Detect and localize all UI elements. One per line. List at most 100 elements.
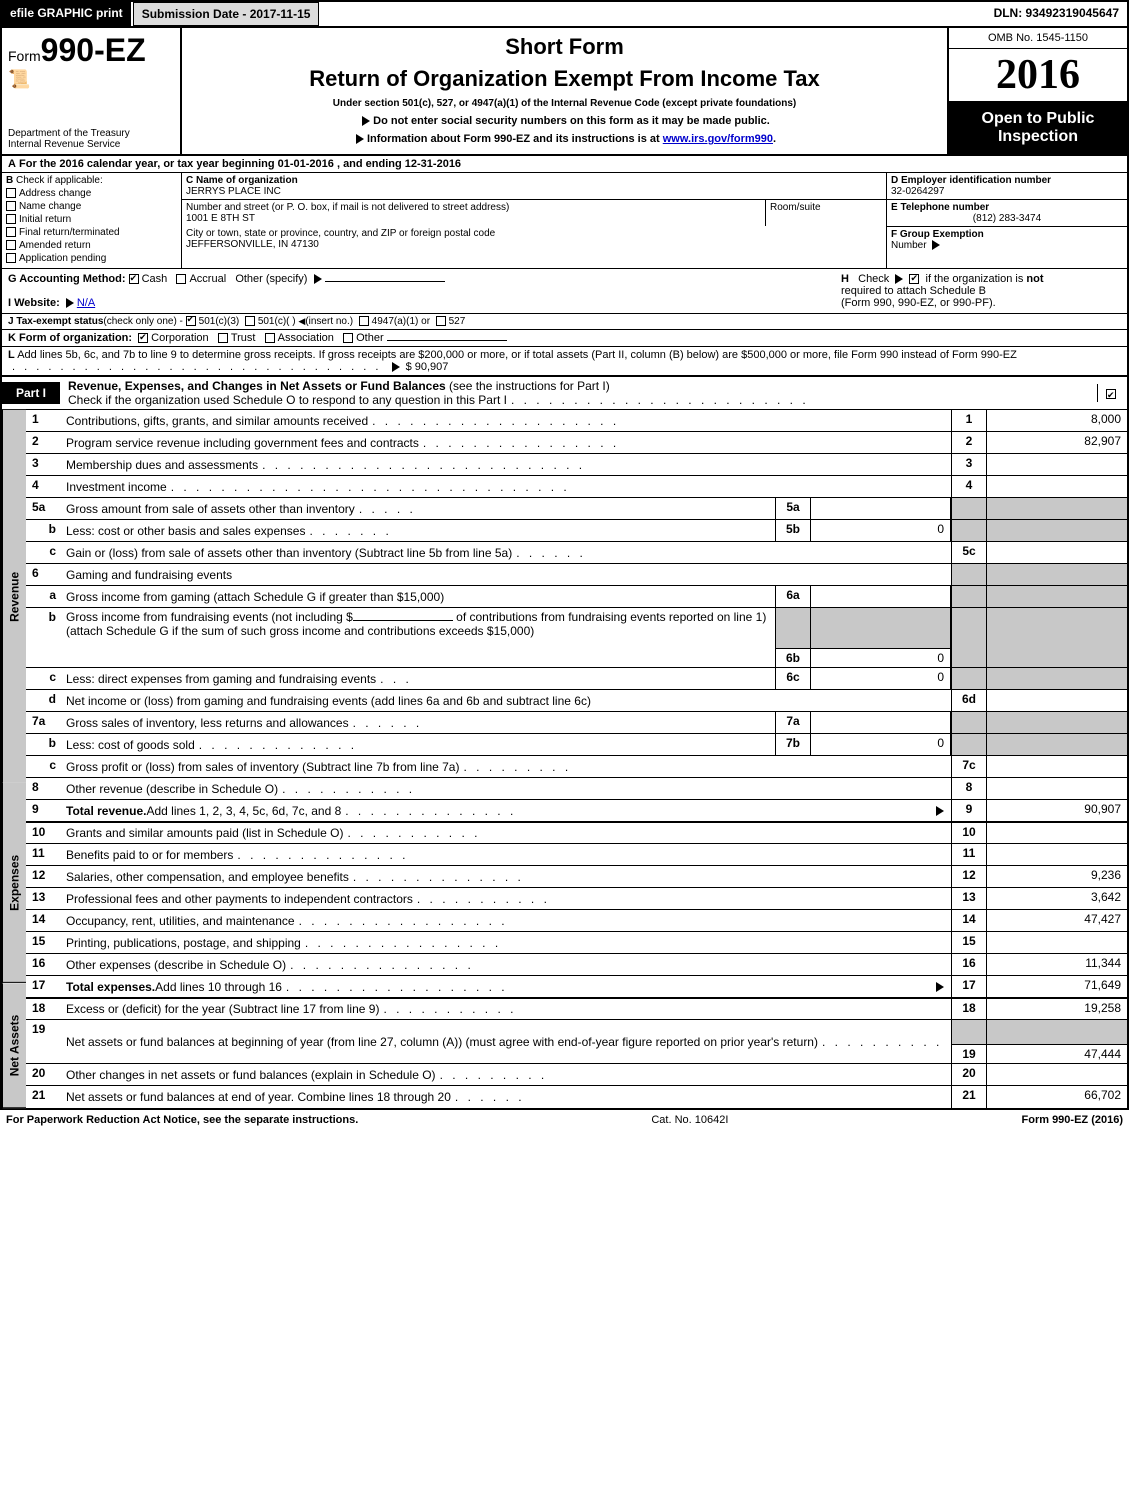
arrow-icon [66, 298, 74, 308]
return-title: Return of Organization Exempt From Incom… [188, 66, 941, 92]
i-label: I Website: [8, 297, 60, 309]
line-16: 16 Other expenses (describe in Schedule … [26, 954, 1127, 976]
line-7c: c Gross profit or (loss) from sales of i… [26, 756, 1127, 778]
6b-sub-cells: 6b 0 [775, 608, 951, 667]
527-checkbox[interactable] [436, 316, 446, 326]
line-7b: b Less: cost of goods sold. . . . . . . … [26, 734, 1127, 756]
cash-checkbox[interactable] [129, 274, 139, 284]
line-ref: 8 [951, 778, 987, 799]
line-num: b [26, 734, 62, 755]
j-label: J Tax-exempt status [8, 316, 103, 327]
part-i-check-text: Check if the organization used Schedule … [68, 393, 507, 407]
c-name-label: C Name of organization [186, 175, 298, 186]
line-num: b [26, 520, 62, 541]
grey-cell [951, 1020, 987, 1044]
amended-return-checkbox[interactable]: Amended return [6, 240, 177, 251]
line-value: 11,344 [987, 954, 1127, 975]
sub-ref: 5a [775, 498, 811, 519]
line-ref: 18 [951, 999, 987, 1019]
line-desc: Gross sales of inventory, less returns a… [62, 712, 775, 733]
open-to-public: Open to Public Inspection [949, 102, 1127, 154]
h-check: H Check if the organization is not requi… [841, 273, 1121, 309]
treasury-dept: Department of the Treasury Internal Reve… [8, 128, 174, 150]
line-num: 15 [26, 932, 62, 953]
line-1: 1 Contributions, gifts, grants, and simi… [26, 410, 1127, 432]
501c-checkbox[interactable] [245, 316, 255, 326]
grey-cell [951, 712, 987, 733]
other-specify-input[interactable] [325, 281, 445, 282]
catalog-number: Cat. No. 10642I [358, 1114, 1021, 1126]
schedule-o-checkbox[interactable] [1106, 389, 1116, 399]
assoc-checkbox[interactable] [265, 333, 275, 343]
part-i-checkbox-cell [1097, 384, 1127, 402]
side-labels: Revenue Expenses Net Assets [2, 410, 26, 1108]
line-num: a [26, 586, 62, 607]
grey-cell [951, 520, 987, 541]
line-ref: 10 [951, 823, 987, 843]
corp-checkbox[interactable] [138, 333, 148, 343]
final-return-checkbox[interactable]: Final return/terminated [6, 227, 177, 238]
scroll-icon: 📜 [8, 69, 174, 90]
line-desc: Benefits paid to or for members. . . . .… [62, 844, 951, 865]
row-k: K Form of organization: Corporation Trus… [0, 330, 1129, 347]
omb-number: OMB No. 1545-1150 [949, 28, 1127, 49]
irs-link[interactable]: www.irs.gov/form990 [663, 133, 773, 145]
line-value: 47,444 [987, 1045, 1127, 1063]
application-pending-checkbox[interactable]: Application pending [6, 253, 177, 264]
grey-cell [951, 564, 987, 585]
dept-line2: Internal Revenue Service [8, 139, 174, 150]
line-value [987, 844, 1127, 865]
name-change-checkbox[interactable]: Name change [6, 201, 177, 212]
line-num: 18 [26, 999, 62, 1019]
part-i-label: Part I [2, 382, 60, 404]
address-change-checkbox[interactable]: Address change [6, 188, 177, 199]
4947-checkbox[interactable] [359, 316, 369, 326]
other-org-input[interactable] [387, 340, 507, 341]
grey-cell [951, 734, 987, 755]
line-value: 82,907 [987, 432, 1127, 453]
form-ref: Form 990-EZ (2016) [1022, 1114, 1124, 1126]
line-17: 17 Total expenses. Add lines 10 through … [26, 976, 1127, 998]
initial-return-checkbox[interactable]: Initial return [6, 214, 177, 225]
grey-cell [811, 608, 951, 648]
row-j: J Tax-exempt status(check only one) - 50… [0, 314, 1129, 330]
accrual-checkbox[interactable] [176, 274, 186, 284]
arrow-icon [895, 274, 903, 284]
part-i-title: Revenue, Expenses, and Changes in Net As… [68, 379, 449, 393]
line-15: 15 Printing, publications, postage, and … [26, 932, 1127, 954]
g-label: G Accounting Method: [8, 273, 126, 285]
fundraising-amount-input[interactable] [353, 620, 453, 621]
sub-ref: 6a [775, 586, 811, 607]
efile-print-button[interactable]: efile GRAPHIC print [2, 2, 133, 26]
line-desc: Gross profit or (loss) from sales of inv… [62, 756, 951, 777]
trust-checkbox[interactable] [218, 333, 228, 343]
h-checkbox[interactable] [909, 274, 919, 284]
501c-label: 501(c)( ) [258, 316, 296, 327]
line-ref: 19 [951, 1045, 987, 1063]
line-20: 20 Other changes in net assets or fund b… [26, 1064, 1127, 1086]
line-value [987, 690, 1127, 711]
sub-ref: 7b [775, 734, 811, 755]
sub-ref: 6b [775, 649, 811, 667]
line-6d: d Net income or (loss) from gaming and f… [26, 690, 1127, 712]
col-d-ein: D Employer identification number 32-0264… [887, 173, 1127, 268]
line-2: 2 Program service revenue including gove… [26, 432, 1127, 454]
other-label: Other (specify) [235, 273, 307, 285]
line-ref: 15 [951, 932, 987, 953]
line-desc: Gaming and fundraising events [62, 564, 951, 585]
other-org-checkbox[interactable] [343, 333, 353, 343]
arrow-icon [356, 134, 364, 144]
line-desc: Gain or (loss) from sale of assets other… [62, 542, 951, 563]
line-value: 8,000 [987, 410, 1127, 431]
h-text1: if the organization is [926, 273, 1027, 285]
assoc-label: Association [278, 332, 334, 344]
line-21: 21 Net assets or fund balances at end of… [26, 1086, 1127, 1108]
line-value: 66,702 [987, 1086, 1127, 1108]
line-num: 10 [26, 823, 62, 843]
line-ref: 16 [951, 954, 987, 975]
line-num: 19 [26, 1020, 62, 1063]
g-accounting: G Accounting Method: Cash Accrual Other … [8, 273, 841, 309]
501c3-checkbox[interactable] [186, 316, 196, 326]
part-i-title-block: Revenue, Expenses, and Changes in Net As… [60, 377, 1097, 409]
website-value[interactable]: N/A [77, 297, 95, 309]
